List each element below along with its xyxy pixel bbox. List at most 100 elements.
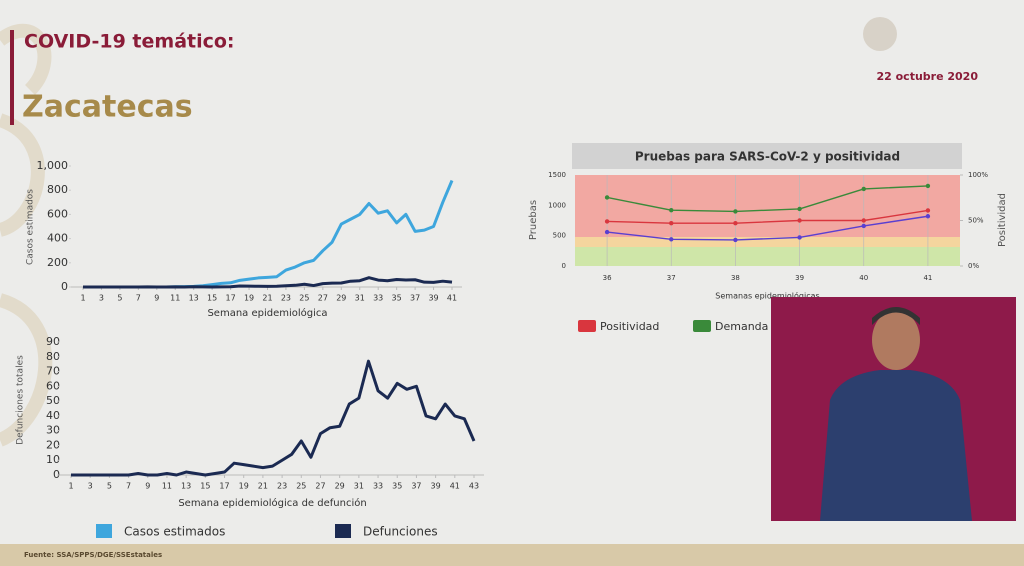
- legend-label: Defunciones: [363, 525, 438, 539]
- x-tick-label: 41: [447, 294, 457, 303]
- point: [925, 183, 931, 189]
- x-tick-label: 31: [355, 294, 365, 303]
- x-tick-label: 9: [145, 482, 150, 491]
- point: [797, 218, 802, 223]
- person-body: [820, 370, 972, 521]
- point: [669, 221, 674, 226]
- y2-tick-label: 50%: [968, 217, 984, 225]
- legend-label: Demanda: [715, 320, 768, 333]
- point: [604, 219, 610, 224]
- x-tick-label: 38: [731, 274, 740, 282]
- y-tick-label: 30: [46, 424, 60, 437]
- series-line: [71, 359, 476, 477]
- chart-title-box: [572, 143, 962, 169]
- point: [925, 214, 931, 219]
- y-tick-label: 50: [46, 394, 60, 407]
- legend-swatch: [578, 320, 596, 332]
- x-tick-label: 3: [88, 482, 93, 491]
- legend-label: Casos estimados: [124, 525, 225, 539]
- x-tick-label: 19: [244, 294, 254, 303]
- y-tick-label: 1000: [548, 201, 566, 209]
- x-tick-label: 23: [281, 294, 291, 303]
- date: 22 octubre 2020: [876, 70, 978, 83]
- x-tick-label: 1: [68, 482, 73, 491]
- series-line: [606, 185, 928, 213]
- x-tick-label: 21: [258, 482, 268, 491]
- y-tick-label: 20: [46, 438, 60, 451]
- x-tick-label: 39: [431, 482, 441, 491]
- y-tick-label: 600: [47, 207, 68, 220]
- point: [861, 218, 866, 223]
- point: [604, 229, 610, 235]
- y-tick-label: 70: [46, 365, 60, 378]
- y-tick-label: 10: [46, 453, 60, 466]
- point: [925, 208, 931, 213]
- x-tick-label: 3: [99, 294, 104, 303]
- y-tick-label: 60: [46, 379, 60, 392]
- point: [733, 237, 738, 243]
- x-tick-label: 27: [318, 294, 328, 303]
- point: [604, 195, 610, 200]
- x-tick-label: 40: [859, 274, 868, 282]
- y2-tick-label: 100%: [968, 171, 988, 179]
- slide-subtitle: Zacatecas: [22, 90, 193, 125]
- y-tick-label: 500: [553, 232, 566, 240]
- person-hair: [872, 307, 920, 325]
- zone-red: [575, 175, 960, 237]
- x-tick-label: 7: [136, 294, 141, 303]
- slide-title: COVID-19 temático:: [24, 31, 235, 53]
- x-tick-label: 27: [315, 482, 325, 491]
- x-tick-label: 25: [296, 482, 306, 491]
- x-tick-label: 19: [239, 482, 249, 491]
- point: [861, 186, 866, 192]
- y-tick-label: 90: [46, 335, 60, 348]
- y2-tick-label: 0%: [968, 262, 979, 270]
- y-tick-label: 0: [53, 468, 60, 481]
- series-line: [607, 209, 929, 224]
- x-tick-label: 1: [80, 294, 85, 303]
- x-tick-label: 33: [373, 294, 383, 303]
- x-tick-label: 7: [126, 482, 131, 491]
- x-tick-label: 11: [170, 294, 180, 303]
- point: [797, 206, 802, 212]
- y2-axis-label: Positividad: [997, 193, 1008, 247]
- x-tick-label: 5: [107, 482, 112, 491]
- person-head: [872, 310, 920, 370]
- x-tick-label: 23: [277, 482, 287, 491]
- footer-bar: [0, 544, 1024, 566]
- y-tick-label: 400: [47, 232, 68, 245]
- point: [733, 221, 738, 226]
- chart-title: Pruebas para SARS-CoV-2 y positividad: [635, 150, 900, 164]
- x-tick-label: 43: [469, 482, 479, 491]
- x-tick-label: 17: [226, 294, 236, 303]
- x-tick-label: 9: [154, 294, 159, 303]
- y-tick-label: 0: [562, 262, 566, 270]
- y-tick-label: 80: [46, 350, 60, 363]
- y-tick-label: 1500: [548, 171, 566, 179]
- x-tick-label: 41: [450, 482, 460, 491]
- x-tick-label: 41: [923, 274, 932, 282]
- x-tick-label: 29: [336, 294, 346, 303]
- point: [669, 237, 674, 242]
- x-axis-label: Semana epidemiológica: [207, 307, 327, 319]
- x-tick-label: 21: [262, 294, 272, 303]
- x-tick-label: 29: [335, 482, 345, 491]
- footer: Fuente: SSA/SPPS/DGE/SSEstatales: [24, 551, 162, 559]
- zone-green: [575, 247, 960, 266]
- x-tick-label: 15: [200, 482, 210, 491]
- series-line: [607, 215, 929, 241]
- legend-label: Positividad: [600, 320, 659, 333]
- x-axis-label: Semana epidemiológica de defunción: [178, 497, 366, 509]
- point: [861, 223, 866, 229]
- y-axis-label: Casos estimados: [26, 189, 36, 265]
- logo: [863, 17, 897, 51]
- zone-yellow: [575, 237, 960, 247]
- x-tick-label: 39: [428, 294, 438, 303]
- legend-swatch: [335, 524, 351, 538]
- x-tick-label: 39: [795, 274, 804, 282]
- x-tick-label: 17: [219, 482, 229, 491]
- x-tick-label: 15: [207, 294, 217, 303]
- y-tick-label: 200: [47, 256, 68, 269]
